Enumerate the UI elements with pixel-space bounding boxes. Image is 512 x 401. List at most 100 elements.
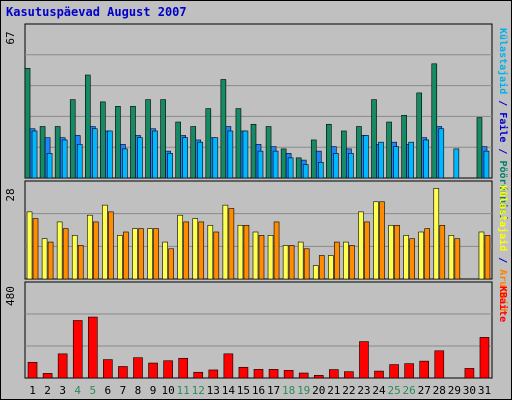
bar-kbaite-day-11 [178,357,188,379]
bar-pöördumisi-day-9 [145,99,151,179]
bar-külastajaid-day-14 [227,130,234,179]
panel-2-right-label: Külastajaid / Aruteid [497,185,509,311]
bar-külastajaid-day-6 [102,204,108,280]
bar-kbaite-day-5 [87,316,98,379]
bar-külastajaid-day-5 [86,214,93,280]
bar-aruteid-day-13 [213,231,220,280]
bar-kbaite-day-21 [329,369,339,379]
x-tick-label: 20 [312,384,325,397]
bar-pöördumisi-day-16 [250,123,257,179]
bar-külastajaid-day-2 [41,238,48,280]
bar-külastajaid-day-16 [257,150,264,179]
x-tick-label: 27 [418,384,431,397]
bar-pöördumisi-day-25 [386,121,392,179]
bar-külastajaid-day-1 [31,130,38,179]
bar-pöördumisi-day-26 [401,115,407,179]
bar-kbaite-day-12 [193,371,204,379]
bar-kbaite-day-7 [118,366,128,379]
x-tick-label: 31 [478,384,491,397]
bar-kbaite-day-1 [27,361,38,379]
panel-3-right-label-part: KBaite [497,286,509,322]
x-tick-label: 10 [161,384,174,397]
bar-aruteid-day-9 [153,228,159,280]
bar-külastajaid-day-22 [348,153,354,179]
bar-pöördumisi-day-5 [84,74,91,179]
bar-pöördumisi-day-13 [205,108,212,179]
bar-pöördumisi-day-27 [416,92,423,179]
bar-külastajaid-day-27 [423,139,430,179]
bar-külastajaid-day-10 [167,153,173,179]
x-tick-label: 22 [342,384,355,397]
bar-kbaite-day-13 [208,369,219,379]
bar-külastajaid-day-29 [453,148,460,179]
bar-külastajaid-day-23 [358,211,364,280]
bar-aruteid-day-8 [138,228,144,280]
bar-kbaite-day-31 [479,337,490,379]
x-tick-label: 30 [463,384,476,397]
bar-külastajaid-day-12 [192,218,199,280]
panel-1-right-label-part: Pöördumisi [497,160,509,220]
bar-külastajaid-day-26 [408,141,414,179]
bar-külastajaid-day-18 [282,245,289,280]
bar-kbaite-day-14 [223,353,234,379]
panel-1-right-label-part: Külastajaid [497,28,509,94]
bar-külastajaid-day-25 [393,146,399,179]
bar-aruteid-day-15 [243,224,250,280]
bar-aruteid-day-19 [303,248,310,280]
bar-külastajaid-day-10 [162,241,168,280]
panel-3-right-label: KBaite [497,286,509,322]
bar-kbaite-day-26 [404,363,414,379]
bar-aruteid-day-5 [92,221,99,280]
bar-kbaite-day-25 [389,364,399,379]
bar-pöördumisi-day-24 [371,99,377,179]
x-tick-label: 9 [150,384,157,397]
bar-aruteid-day-17 [273,221,280,280]
bar-külastajaid-day-25 [388,224,394,280]
bar-aruteid-day-26 [409,238,415,280]
x-tick-label: 3 [59,384,66,397]
bar-aruteid-day-24 [379,201,385,280]
bar-kbaite-day-30 [464,368,475,379]
bar-külastajaid-day-3 [61,139,68,179]
bar-pöördumisi-day-15 [235,108,242,179]
bar-kbaite-day-20 [313,375,324,379]
bar-külastajaid-day-1 [26,211,33,280]
bar-külastajaid-day-19 [297,241,304,280]
bar-külastajaid-day-4 [76,144,83,179]
x-tick-label: 12 [192,384,205,397]
x-tick-label: 1 [29,384,36,397]
x-tick-label: 26 [403,384,416,397]
x-tick-label: 23 [357,384,370,397]
bar-külastajaid-day-7 [117,235,123,280]
bar-aruteid-day-12 [198,221,205,280]
bar-pöördumisi-day-3 [54,126,61,179]
bar-aruteid-day-10 [168,248,174,280]
bar-külastajaid-day-15 [237,224,244,280]
bar-aruteid-day-20 [318,255,325,280]
bar-pöördumisi-day-8 [130,106,136,179]
bar-aruteid-day-14 [228,208,235,280]
bar-külastajaid-day-21 [328,255,334,280]
bar-kbaite-day-17 [268,369,279,379]
x-tick-label: 25 [387,384,400,397]
bar-kbaite-day-6 [103,359,113,379]
bar-külastajaid-day-13 [207,224,214,280]
bar-külastajaid-day-20 [317,162,324,179]
bar-külastajaid-day-13 [212,137,219,179]
bar-külastajaid-day-26 [403,235,409,280]
chart-title: Kasutuspäevad August 2007 [6,5,187,19]
panel-1-right-label: Külastajaid / Faile / Pöördumisi [497,28,509,221]
panel-2-right-label-part: Aruteid [497,269,509,311]
bar-aruteid-day-27 [424,228,431,280]
bar-kbaite-day-18 [283,370,294,379]
bar-külastajaid-day-27 [418,231,425,280]
panel-2-right-label-part: / [497,251,508,269]
bar-külastajaid-day-8 [132,228,138,280]
bar-külastajaid-day-24 [378,141,384,179]
panel-3-background [24,281,493,379]
panel-3-max-label: 480 [4,286,17,306]
bar-pöördumisi-day-22 [341,130,347,179]
bar-aruteid-day-11 [183,221,189,280]
x-tick-label: 29 [448,384,461,397]
